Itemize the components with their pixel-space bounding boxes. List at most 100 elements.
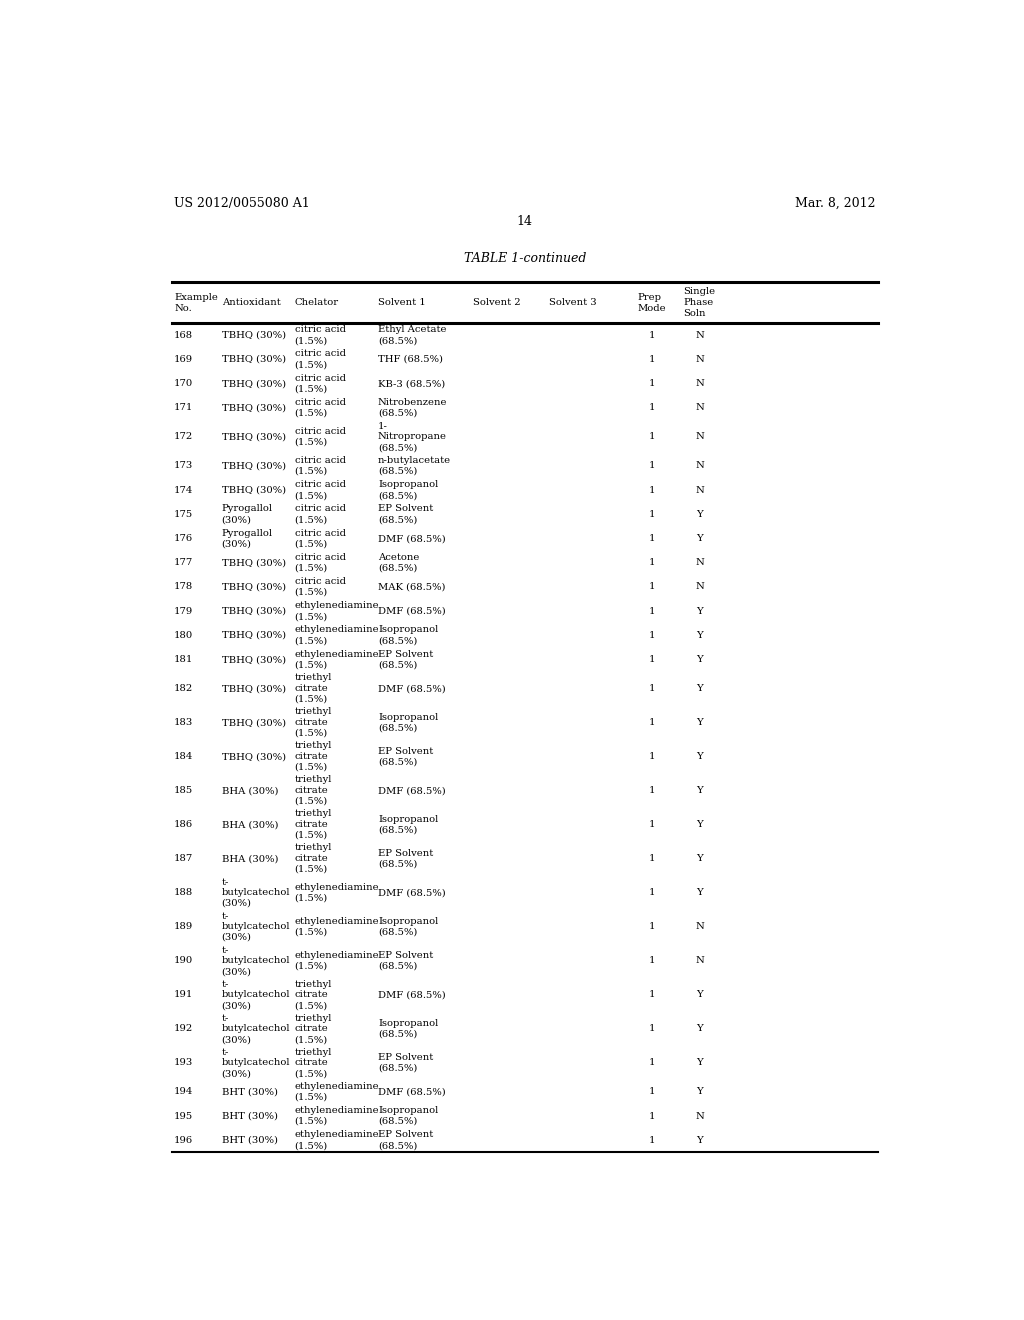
Text: N: N [695,956,703,965]
Text: 195: 195 [174,1111,194,1121]
Text: Single
Phase
Soln: Single Phase Soln [683,288,716,318]
Text: EP Solvent
(68.5%): EP Solvent (68.5%) [378,649,433,669]
Text: triethyl
citrate
(1.5%): triethyl citrate (1.5%) [295,979,332,1010]
Text: N: N [695,379,703,388]
Text: DMF (68.5%): DMF (68.5%) [378,684,445,693]
Text: triethyl
citrate
(1.5%): triethyl citrate (1.5%) [295,1014,332,1044]
Text: MAK (68.5%): MAK (68.5%) [378,582,445,591]
Text: Isopropanol
(68.5%): Isopropanol (68.5%) [378,917,438,937]
Text: t-
butylcatechol
(30%): t- butylcatechol (30%) [221,979,290,1010]
Text: Isopropanol
(68.5%): Isopropanol (68.5%) [378,1019,438,1039]
Text: 173: 173 [174,462,194,470]
Text: N: N [695,403,703,412]
Text: 182: 182 [174,684,194,693]
Text: t-
butylcatechol
(30%): t- butylcatechol (30%) [221,945,290,975]
Text: 188: 188 [174,888,194,898]
Text: citric acid
(1.5%): citric acid (1.5%) [295,504,346,524]
Text: Solvent 3: Solvent 3 [549,298,596,308]
Text: 1: 1 [648,1088,655,1097]
Text: EP Solvent
(68.5%): EP Solvent (68.5%) [378,950,433,970]
Text: 181: 181 [174,655,194,664]
Text: N: N [695,558,703,568]
Text: 193: 193 [174,1059,194,1068]
Text: 1: 1 [648,956,655,965]
Text: citric acid
(1.5%): citric acid (1.5%) [295,426,346,446]
Text: t-
butylcatechol
(30%): t- butylcatechol (30%) [221,912,290,942]
Text: N: N [695,582,703,591]
Text: Ethyl Acetate
(68.5%): Ethyl Acetate (68.5%) [378,325,446,345]
Text: citric acid
(1.5%): citric acid (1.5%) [295,529,346,548]
Text: 190: 190 [174,956,194,965]
Text: N: N [695,923,703,932]
Text: Isopropanol
(68.5%): Isopropanol (68.5%) [378,713,438,733]
Text: Isopropanol
(68.5%): Isopropanol (68.5%) [378,814,438,834]
Text: Solvent 1: Solvent 1 [378,298,426,308]
Text: Nitrobenzene
(68.5%): Nitrobenzene (68.5%) [378,397,447,417]
Text: Y: Y [696,888,702,898]
Text: Y: Y [696,1088,702,1097]
Text: Solvent 2: Solvent 2 [473,298,521,308]
Text: DMF (68.5%): DMF (68.5%) [378,535,445,543]
Text: Y: Y [696,752,702,762]
Text: 1: 1 [648,510,655,519]
Text: 184: 184 [174,752,194,762]
Text: 1: 1 [648,535,655,543]
Text: 1: 1 [648,631,655,640]
Text: Y: Y [696,787,702,795]
Text: Y: Y [696,990,702,999]
Text: citric acid
(1.5%): citric acid (1.5%) [295,350,346,370]
Text: 178: 178 [174,582,194,591]
Text: Isopropanol
(68.5%): Isopropanol (68.5%) [378,480,438,500]
Text: Pyrogallol
(30%): Pyrogallol (30%) [221,504,272,524]
Text: 1-
Nitropropane
(68.5%): 1- Nitropropane (68.5%) [378,421,447,453]
Text: Y: Y [696,820,702,829]
Text: BHT (30%): BHT (30%) [221,1135,278,1144]
Text: 1: 1 [648,1111,655,1121]
Text: 170: 170 [174,379,194,388]
Text: Y: Y [696,510,702,519]
Text: 1: 1 [648,403,655,412]
Text: N: N [695,486,703,495]
Text: BHT (30%): BHT (30%) [221,1088,278,1097]
Text: t-
butylcatechol
(30%): t- butylcatechol (30%) [221,1014,290,1044]
Text: 1: 1 [648,607,655,615]
Text: BHT (30%): BHT (30%) [221,1111,278,1121]
Text: 186: 186 [174,820,194,829]
Text: EP Solvent
(68.5%): EP Solvent (68.5%) [378,1053,433,1073]
Text: Prep
Mode: Prep Mode [638,293,666,313]
Text: 1: 1 [648,1135,655,1144]
Text: ethylenediamine
(1.5%): ethylenediamine (1.5%) [295,950,379,970]
Text: DMF (68.5%): DMF (68.5%) [378,888,445,898]
Text: citric acid
(1.5%): citric acid (1.5%) [295,457,346,475]
Text: 180: 180 [174,631,194,640]
Text: triethyl
citrate
(1.5%): triethyl citrate (1.5%) [295,775,332,807]
Text: triethyl
citrate
(1.5%): triethyl citrate (1.5%) [295,809,332,840]
Text: Y: Y [696,535,702,543]
Text: 1: 1 [648,923,655,932]
Text: 176: 176 [174,535,194,543]
Text: TBHQ (30%): TBHQ (30%) [221,433,286,441]
Text: 1: 1 [648,558,655,568]
Text: citric acid
(1.5%): citric acid (1.5%) [295,553,346,573]
Text: 1: 1 [648,1024,655,1034]
Text: ethylenediamine
(1.5%): ethylenediamine (1.5%) [295,1106,379,1126]
Text: 192: 192 [174,1024,194,1034]
Text: THF (68.5%): THF (68.5%) [378,355,443,364]
Text: triethyl
citrate
(1.5%): triethyl citrate (1.5%) [295,708,332,738]
Text: KB-3 (68.5%): KB-3 (68.5%) [378,379,445,388]
Text: 1: 1 [648,752,655,762]
Text: BHA (30%): BHA (30%) [221,787,279,795]
Text: 1: 1 [648,655,655,664]
Text: t-
butylcatechol
(30%): t- butylcatechol (30%) [221,878,290,908]
Text: TBHQ (30%): TBHQ (30%) [221,330,286,339]
Text: ethylenediamine
(1.5%): ethylenediamine (1.5%) [295,602,379,620]
Text: 1: 1 [648,820,655,829]
Text: ethylenediamine
(1.5%): ethylenediamine (1.5%) [295,626,379,645]
Text: t-
butylcatechol
(30%): t- butylcatechol (30%) [221,1048,290,1078]
Text: 1: 1 [648,684,655,693]
Text: N: N [695,433,703,441]
Text: 189: 189 [174,923,194,932]
Text: 1: 1 [648,433,655,441]
Text: n-butylacetate
(68.5%): n-butylacetate (68.5%) [378,457,452,475]
Text: N: N [695,1111,703,1121]
